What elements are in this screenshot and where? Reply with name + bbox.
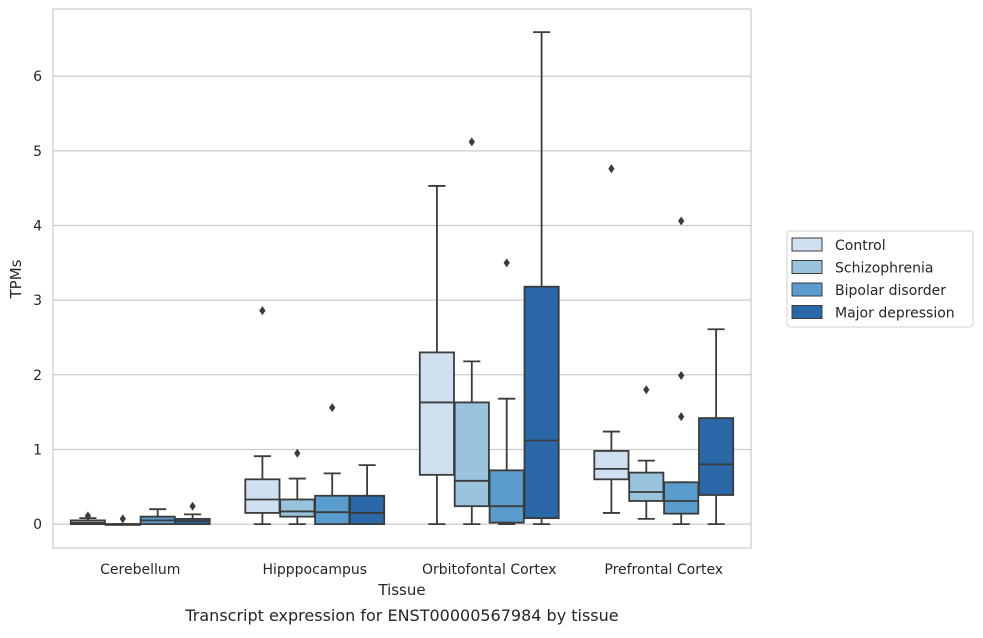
legend-frame [786,230,974,328]
y-tick-label: 3 [33,293,42,309]
outlier-point [329,403,336,413]
box-mark [244,306,281,526]
legend-label: Schizophrenia [835,261,933,277]
box-mark [418,185,455,526]
legend-label: Control [835,238,886,254]
figure-caption: Transcript expression for ENST0000056798… [184,606,618,625]
box-mark [174,501,211,526]
series-group [69,164,630,526]
box-body [314,494,351,526]
y-tick-labels: 0 1 2 3 4 5 6 [33,69,42,533]
legend-label: Bipolar disorder [835,283,946,299]
box-body [279,498,316,518]
plot-frame [52,8,752,549]
box-body [698,417,735,496]
box-mark [104,514,141,526]
outlier-point [119,514,126,524]
box-mark [628,385,665,520]
box-body [488,469,525,524]
series-group [139,216,700,526]
x-tick-label: Prefrontal Cortex [604,562,723,578]
y-tick-label: 0 [33,517,42,533]
box-mark [663,216,700,526]
outlier-point [678,371,685,381]
legend: Control Schizophrenia Bipolar disorder Majo… [786,230,974,328]
legend-swatch [791,305,823,319]
legend-swatch [791,237,823,252]
box-mark [593,164,630,514]
outlier-point [643,385,650,395]
y-tick-label: 2 [33,368,42,384]
legend-item: Schizophrenia [791,260,933,277]
box-mark [279,448,316,526]
outlier-point [503,258,510,268]
outlier-point [468,137,475,147]
series-group [174,31,735,526]
outlier-point [678,216,685,226]
series-group [104,137,665,526]
legend-item: Bipolar disorder [791,282,946,299]
box-mark [349,464,386,526]
x-tick-label: Cerebellum [100,562,180,578]
box-body [593,450,630,481]
gridlines [53,75,751,525]
box-mark [488,258,525,526]
legend-swatch [791,282,823,297]
outlier-point [189,501,196,511]
legend-item: Major depression [791,305,955,322]
y-axis-label: TPMs [7,259,25,299]
box-body [244,478,281,514]
box-mark [139,508,176,526]
y-tick-label: 5 [33,144,42,160]
legend-swatch [791,260,823,274]
box-mark [698,328,735,526]
box-body [628,471,665,502]
legend-label: Major depression [835,306,955,322]
box-body [663,481,700,515]
box-mark [453,137,490,526]
box-mark [69,511,106,526]
box-body [349,494,386,526]
x-tick-label: Hipppocampus [262,562,367,578]
x-axis-label: Tissue [377,581,425,599]
x-tick-labels: Cerebellum Hipppocampus Orbitofontal Corte… [100,562,723,578]
box-groups [69,31,735,526]
x-tick-label: Orbitofontal Cortex [422,562,557,578]
outlier-point [294,448,301,458]
outlier-point [259,306,266,316]
y-tick-label: 1 [33,442,42,458]
outlier-point [608,164,615,174]
box-mark [314,403,351,526]
outlier-point [678,412,685,422]
y-tick-label: 6 [33,69,42,85]
y-tick-label: 4 [33,218,42,234]
legend-item: Control [791,237,886,254]
box-body [418,351,455,476]
box-body [523,285,560,520]
box-body [453,401,490,508]
box-mark [523,31,560,526]
outlier-point [84,511,92,521]
